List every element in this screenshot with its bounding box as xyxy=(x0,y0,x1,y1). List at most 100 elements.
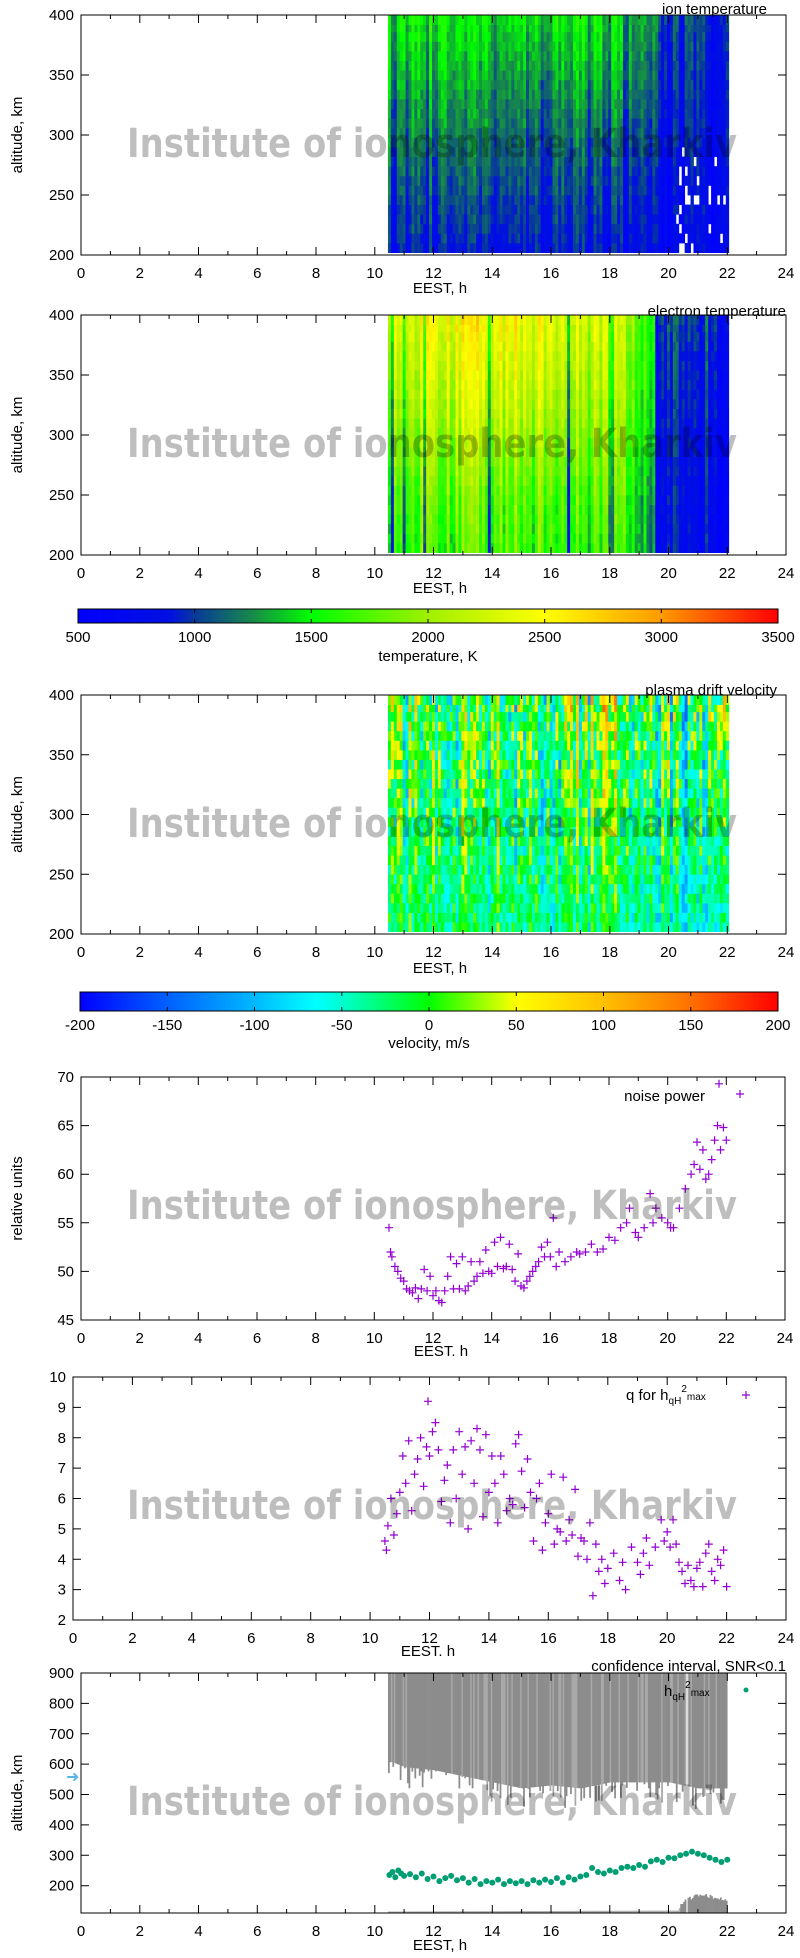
heatmap-cell xyxy=(631,185,636,196)
heatmap-cell xyxy=(502,70,506,81)
heatmap-cell xyxy=(637,60,641,71)
heatmap-cell xyxy=(487,185,492,196)
heatmap-cell xyxy=(681,175,686,186)
heatmap-cell xyxy=(481,156,486,167)
heatmap-cell xyxy=(672,195,677,205)
heatmap-cell xyxy=(561,70,565,81)
heatmap-cell xyxy=(534,447,539,457)
heatmap-cell xyxy=(708,175,712,186)
heatmap-cell xyxy=(461,137,465,148)
heatmap-cell xyxy=(461,31,465,42)
heatmap-cell xyxy=(496,533,500,544)
heatmap-cell xyxy=(493,418,498,429)
heatmap-cell xyxy=(628,127,633,138)
heatmap-cell xyxy=(526,485,530,496)
heatmap-cell xyxy=(414,447,418,457)
heatmap-cell xyxy=(514,322,518,333)
heatmap-cell xyxy=(590,15,594,25)
heatmap-cell xyxy=(581,137,586,148)
heatmap-cell xyxy=(664,147,668,157)
heatmap-cell xyxy=(411,99,415,109)
heatmap-cell xyxy=(584,195,589,205)
heatmap-cell xyxy=(484,99,489,109)
heatmap-cell xyxy=(505,466,509,477)
heatmap-cell xyxy=(455,51,459,61)
heatmap-cell xyxy=(476,514,480,525)
heatmap-cell xyxy=(702,89,706,100)
heatmap-cell xyxy=(531,447,536,457)
heatmap-cell xyxy=(531,466,536,477)
heatmap-cell xyxy=(620,118,624,129)
heatmap-cell xyxy=(625,379,630,390)
heatmap-cell xyxy=(467,175,471,186)
heatmap-cell xyxy=(449,315,453,325)
heatmap-cell xyxy=(537,447,542,457)
heatmap-cell xyxy=(567,495,571,505)
heatmap-cell xyxy=(622,351,627,361)
heatmap-cell xyxy=(426,89,430,100)
heatmap-cell xyxy=(596,108,600,119)
heatmap-cell xyxy=(596,137,600,148)
heatmap-cell xyxy=(434,315,439,325)
heatmap-cell xyxy=(517,315,521,325)
heatmap-cell xyxy=(420,533,424,544)
heatmap-cell xyxy=(702,243,706,253)
heatmap-cell xyxy=(596,418,600,429)
heatmap-cell xyxy=(640,243,644,253)
heatmap-cell xyxy=(596,195,600,205)
heatmap-cell xyxy=(669,89,674,100)
heatmap-cell xyxy=(437,322,442,333)
heatmap-cell xyxy=(528,204,533,215)
heatmap-cell xyxy=(517,504,521,515)
heatmap-cell xyxy=(449,223,453,234)
heatmap-cell xyxy=(628,233,633,244)
heatmap-cell xyxy=(393,15,398,25)
heatmap-cell xyxy=(487,456,492,467)
heatmap-cell xyxy=(564,533,568,544)
heatmap-cell xyxy=(722,22,727,33)
heatmap-cell xyxy=(617,108,621,119)
heatmap-cell xyxy=(658,166,662,177)
heatmap-cell xyxy=(481,331,486,342)
heatmap-cell xyxy=(440,41,445,52)
heatmap-cell xyxy=(467,147,471,157)
heatmap-cell xyxy=(608,466,612,477)
heatmap-cell xyxy=(526,418,530,429)
heatmap-cell xyxy=(596,175,600,186)
heatmap-cell xyxy=(479,233,483,244)
heatmap-cell xyxy=(426,79,430,90)
heatmap-cell xyxy=(564,495,568,505)
heatmap-cell xyxy=(517,22,521,33)
heatmap-cell xyxy=(658,147,662,157)
heatmap-cell xyxy=(570,322,574,333)
heatmap-cell xyxy=(493,514,498,525)
heatmap-cell xyxy=(558,322,562,333)
heatmap-cell xyxy=(587,89,592,100)
heatmap-cell xyxy=(426,223,430,234)
heatmap-cell xyxy=(549,370,553,381)
heatmap-cell xyxy=(628,475,633,486)
heatmap-cell xyxy=(432,456,436,467)
heatmap-cell xyxy=(499,99,503,109)
heatmap-cell xyxy=(625,360,630,371)
heatmap-cell xyxy=(493,185,498,196)
heatmap-cell xyxy=(452,504,456,515)
heatmap-cell xyxy=(543,495,547,505)
heatmap-cell xyxy=(540,214,545,225)
heatmap-cell xyxy=(390,504,395,515)
heatmap-cell xyxy=(625,495,630,505)
heatmap-cell xyxy=(608,89,612,100)
heatmap-cell xyxy=(640,108,644,119)
heatmap-cell xyxy=(408,51,412,61)
heatmap-cell xyxy=(452,514,456,525)
heatmap-cell xyxy=(637,214,641,225)
heatmap-cell xyxy=(561,315,565,325)
heatmap-cell xyxy=(593,233,597,244)
heatmap-cell xyxy=(511,60,515,71)
heatmap-cell xyxy=(443,523,448,534)
heatmap-cell xyxy=(464,175,468,186)
heatmap-cell xyxy=(526,70,530,81)
heatmap-cell xyxy=(593,389,597,400)
heatmap-cell xyxy=(479,475,483,486)
heatmap-cell xyxy=(417,322,421,333)
